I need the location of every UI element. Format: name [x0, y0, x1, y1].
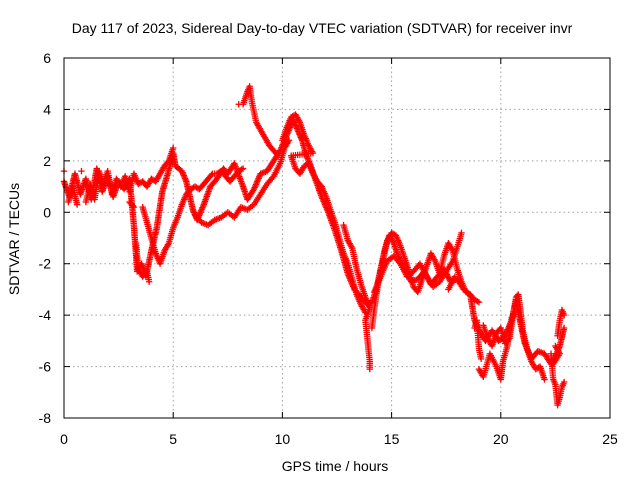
data-point-marker: [474, 298, 481, 305]
data-point-marker: [274, 152, 282, 159]
plot-frame: [63, 57, 611, 419]
x-tick-label: 10: [275, 431, 291, 447]
data-point-marker: [239, 165, 247, 172]
data-point-marker: [560, 378, 568, 386]
y-tick-label: 4: [43, 101, 51, 117]
data-point-marker: [238, 166, 245, 173]
y-tick-label: -2: [39, 256, 52, 272]
data-point-marker: [366, 365, 373, 373]
data-point-marker: [208, 171, 215, 179]
grid-lines: [64, 58, 610, 418]
data-point-marker: [445, 274, 452, 281]
data-point-marker: [560, 324, 568, 332]
tick-labels: 0 5 10 15 20 25 -8 -6 -4 -2 0 2 4 6: [39, 50, 618, 447]
data-point-marker: [170, 144, 177, 152]
y-axis-label: SDTVAR / TECUs: [6, 183, 22, 295]
y-tick-label: -4: [39, 307, 52, 323]
x-axis-label: GPS time / hours: [282, 458, 389, 474]
data-point-marker: [550, 360, 557, 368]
data-point-marker: [508, 314, 515, 321]
y-tick-label: 6: [43, 50, 51, 66]
data-points: [60, 83, 568, 409]
chart-title: Day 117 of 2023, Sidereal Day-to-day VTE…: [72, 20, 573, 36]
y-tick-label: -8: [39, 410, 52, 426]
x-tick-label: 5: [169, 431, 177, 447]
x-tick-label: 0: [60, 431, 68, 447]
data-point-marker: [235, 101, 242, 108]
data-point-marker: [78, 167, 85, 175]
x-tick-label: 20: [493, 431, 509, 447]
data-point-marker: [477, 355, 485, 363]
data-point-marker: [475, 299, 483, 306]
data-point-marker: [73, 201, 81, 208]
data-point-marker: [129, 202, 136, 210]
data-point-marker: [560, 311, 568, 319]
data-point-marker: [451, 273, 459, 280]
data-point-marker: [130, 203, 138, 211]
y-tick-label: -6: [39, 359, 52, 375]
x-tick-label: 15: [384, 431, 400, 447]
data-point-marker: [273, 151, 281, 158]
data-point-marker: [145, 278, 153, 285]
data-point-marker: [541, 376, 548, 383]
y-tick-label: 2: [43, 153, 51, 169]
x-tick-label: 25: [602, 431, 618, 447]
y-tick-label: 0: [43, 204, 51, 220]
data-point-marker: [458, 229, 465, 237]
data-point-marker: [285, 137, 293, 144]
